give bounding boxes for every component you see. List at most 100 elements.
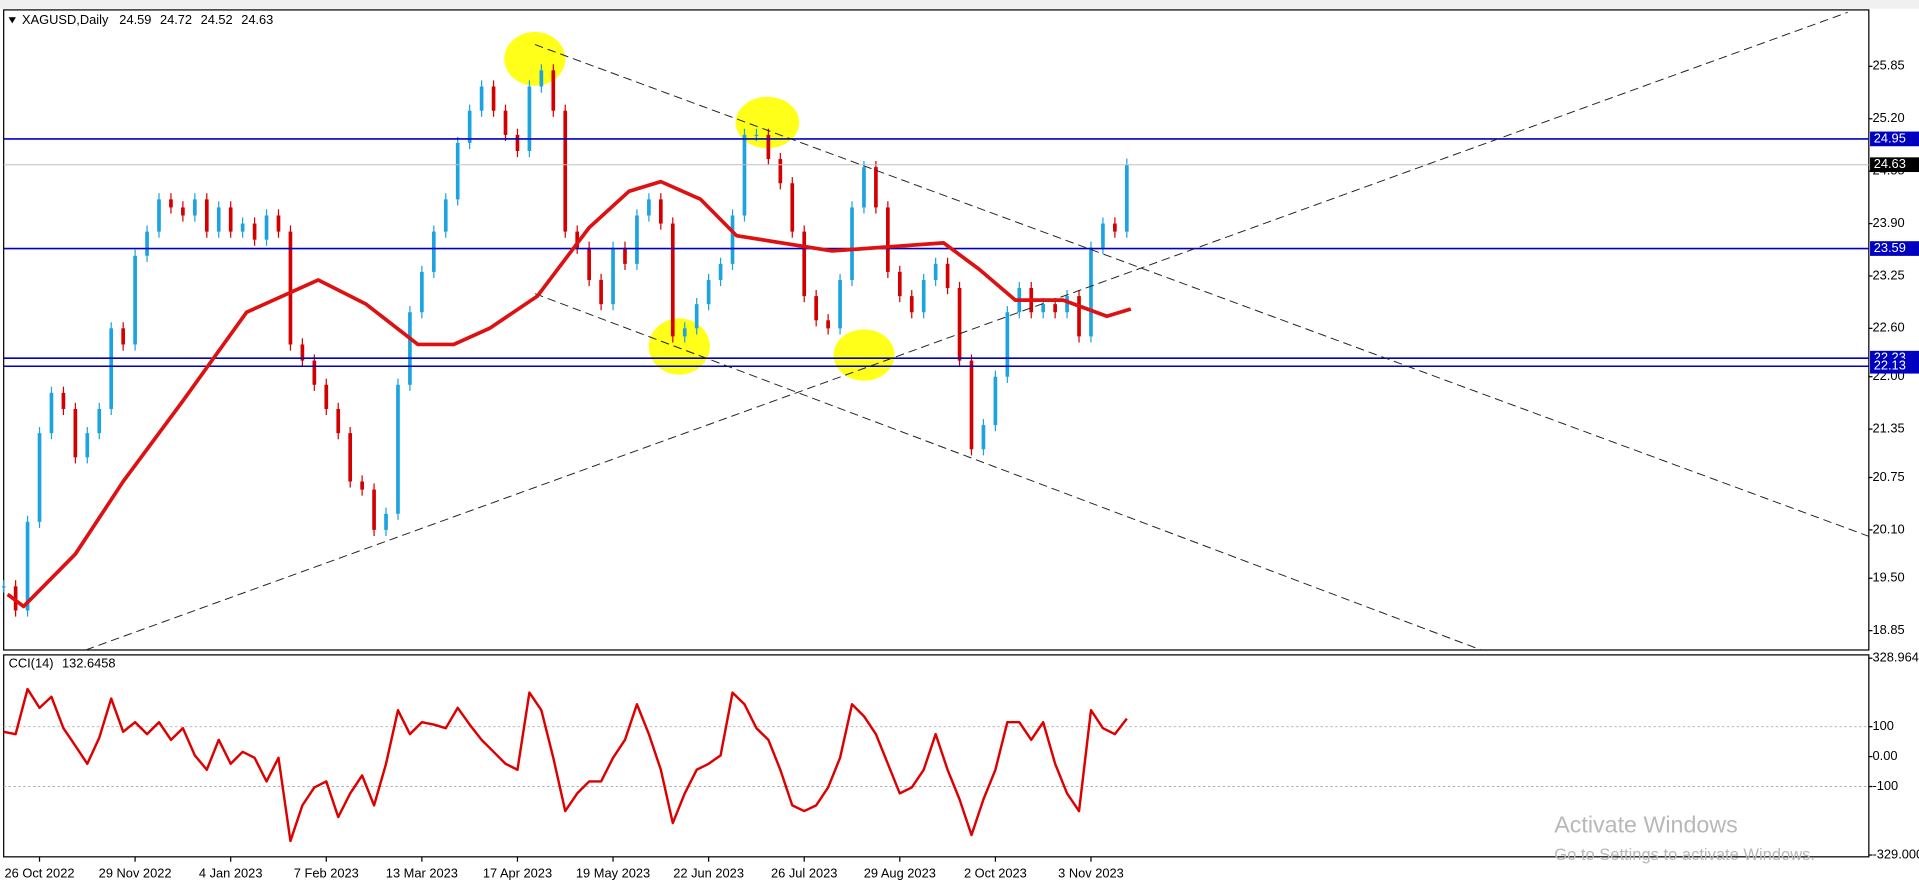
candle [157, 199, 161, 232]
high: 24.72 [160, 12, 192, 27]
candle [814, 296, 819, 321]
trend-line [85, 11, 1848, 651]
watermark-title: Activate Windows [1554, 811, 1737, 837]
indicator-header: CCI(14) 132.6458 [9, 656, 116, 671]
watermark-subtitle: Go to Settings to activate Windows. [1554, 845, 1815, 864]
candle [228, 207, 233, 232]
candle [969, 360, 974, 450]
candle [491, 86, 496, 111]
candle [1077, 296, 1081, 337]
last-price-box [1870, 157, 1919, 173]
indicator-name: CCI(14) [9, 656, 54, 671]
last-price-label: 24.63 [1874, 156, 1906, 171]
x-tick-label: 26 Oct 2022 [5, 865, 75, 880]
candle [479, 86, 484, 111]
x-tick-label: 2 Oct 2023 [964, 865, 1027, 880]
y-tick-label: 23.90 [1872, 215, 1904, 230]
candle [169, 199, 173, 208]
candle [623, 247, 627, 264]
x-tick-label: 29 Nov 2022 [99, 865, 172, 880]
symbol: XAGUSD,Daily [22, 12, 109, 27]
candle [109, 328, 114, 409]
y-tick-label: 20.75 [1872, 469, 1904, 484]
x-tick-label: 13 Mar 2023 [386, 865, 458, 880]
level-label: 23.59 [1874, 240, 1906, 255]
candle [1124, 164, 1129, 232]
candle [981, 425, 986, 450]
candle [599, 279, 603, 305]
candle [384, 513, 388, 530]
candle [993, 376, 998, 426]
candle [957, 288, 962, 361]
close: 24.63 [241, 12, 273, 27]
candle [49, 392, 54, 434]
candle [539, 70, 544, 87]
x-tick-label: 4 Jan 2023 [199, 865, 263, 880]
cci-pane-frame [3, 654, 1870, 858]
trend-line [534, 44, 1869, 537]
candle [1053, 304, 1057, 313]
candle [790, 183, 795, 232]
candle [1101, 223, 1105, 248]
toolbar-strip [0, 0, 1919, 9]
candle [1041, 304, 1046, 313]
highlight [735, 96, 800, 149]
candle [563, 110, 568, 232]
candle [611, 247, 615, 305]
candle [61, 392, 66, 409]
candle [1, 586, 6, 588]
y-tick-label: 23.25 [1872, 267, 1904, 282]
y-tick-label: 22.60 [1872, 320, 1904, 335]
highlights [504, 31, 895, 381]
candle [240, 223, 245, 232]
y-tick-label: 21.35 [1872, 421, 1904, 436]
indicator-value: 132.6458 [62, 656, 116, 671]
candle [682, 328, 687, 337]
candle [587, 247, 591, 280]
highlight [833, 329, 895, 381]
candle [1113, 223, 1117, 232]
candle [515, 134, 520, 151]
x-tick-label: 17 Apr 2023 [483, 865, 552, 880]
candle [181, 207, 185, 216]
chart-header: XAGUSD,Daily 24.59 24.72 24.52 24.63 [22, 12, 273, 27]
y-tick-label: 18.85 [1872, 622, 1904, 637]
candle [1065, 296, 1069, 313]
candle [288, 231, 293, 345]
candle [718, 263, 723, 280]
y-tick-label: 100 [1872, 718, 1893, 733]
y-tick-label: 19.50 [1872, 570, 1904, 585]
candle [874, 167, 878, 208]
open: 24.59 [119, 12, 151, 27]
level-label-box [1870, 131, 1919, 147]
candle [527, 86, 532, 151]
candle [455, 142, 460, 200]
candle [276, 215, 281, 232]
candle [408, 312, 412, 385]
candle [467, 110, 472, 143]
candle [694, 304, 699, 329]
candle [252, 223, 257, 240]
candle [575, 231, 580, 248]
candle [670, 223, 675, 337]
candle [921, 279, 926, 313]
candle [300, 344, 305, 361]
trend-line [534, 293, 1482, 651]
candle [1005, 312, 1010, 377]
x-tick-label: 19 May 2023 [576, 865, 650, 880]
candle [372, 489, 376, 530]
low: 24.52 [201, 12, 233, 27]
candle [658, 199, 663, 224]
candle [348, 433, 353, 482]
candle [850, 207, 854, 280]
candle [443, 199, 448, 232]
level-label: 24.95 [1874, 130, 1906, 145]
candle [73, 408, 78, 458]
x-tick-label: 7 Feb 2023 [294, 865, 359, 880]
candle [897, 271, 902, 297]
candle [25, 521, 30, 611]
candle [754, 134, 759, 137]
candle [264, 215, 269, 240]
candle [802, 231, 807, 297]
